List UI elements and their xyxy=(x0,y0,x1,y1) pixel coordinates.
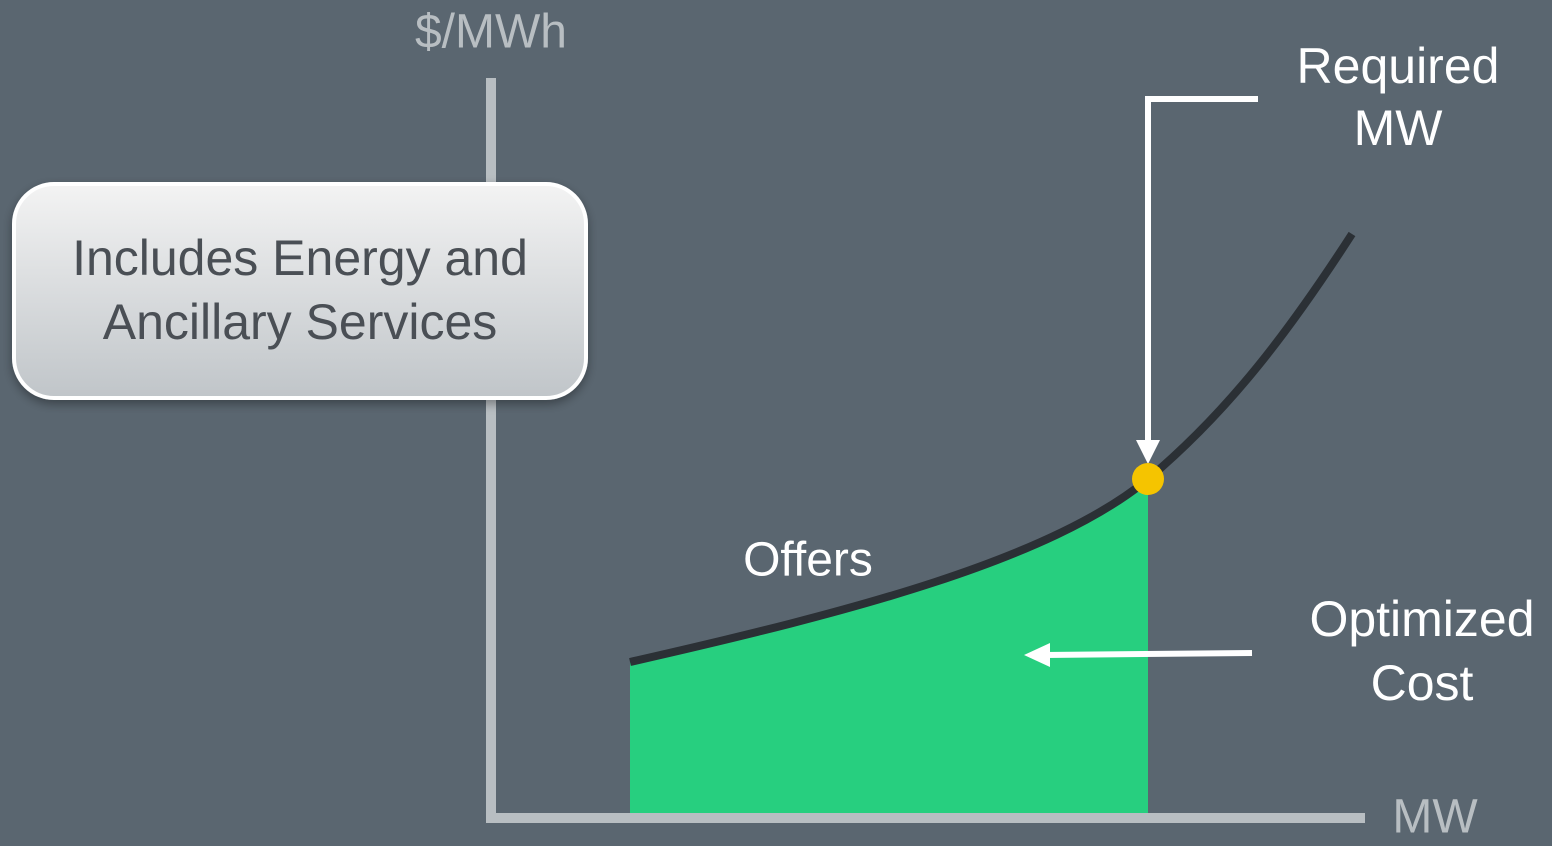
cost-arrowhead xyxy=(1024,643,1050,667)
cost-label: Optimized xyxy=(1309,591,1534,647)
required-point xyxy=(1132,463,1164,495)
cost-arrow xyxy=(1044,650,1253,658)
curve-label: Offers xyxy=(743,534,873,587)
required-bracket xyxy=(1145,96,1258,445)
cost-label: Cost xyxy=(1371,655,1474,711)
required-label: MW xyxy=(1354,100,1444,156)
y-axis-label: $/MWh xyxy=(415,6,567,59)
cost-area xyxy=(630,479,1148,813)
x-axis-label: MW xyxy=(1392,791,1478,844)
note-line: Ancillary Services xyxy=(103,294,498,350)
offer-curve xyxy=(629,231,1356,666)
note-box xyxy=(12,182,588,400)
required-arrowhead xyxy=(1136,440,1160,464)
required-label: Required xyxy=(1297,38,1500,94)
note-line: Includes Energy and xyxy=(72,230,528,286)
